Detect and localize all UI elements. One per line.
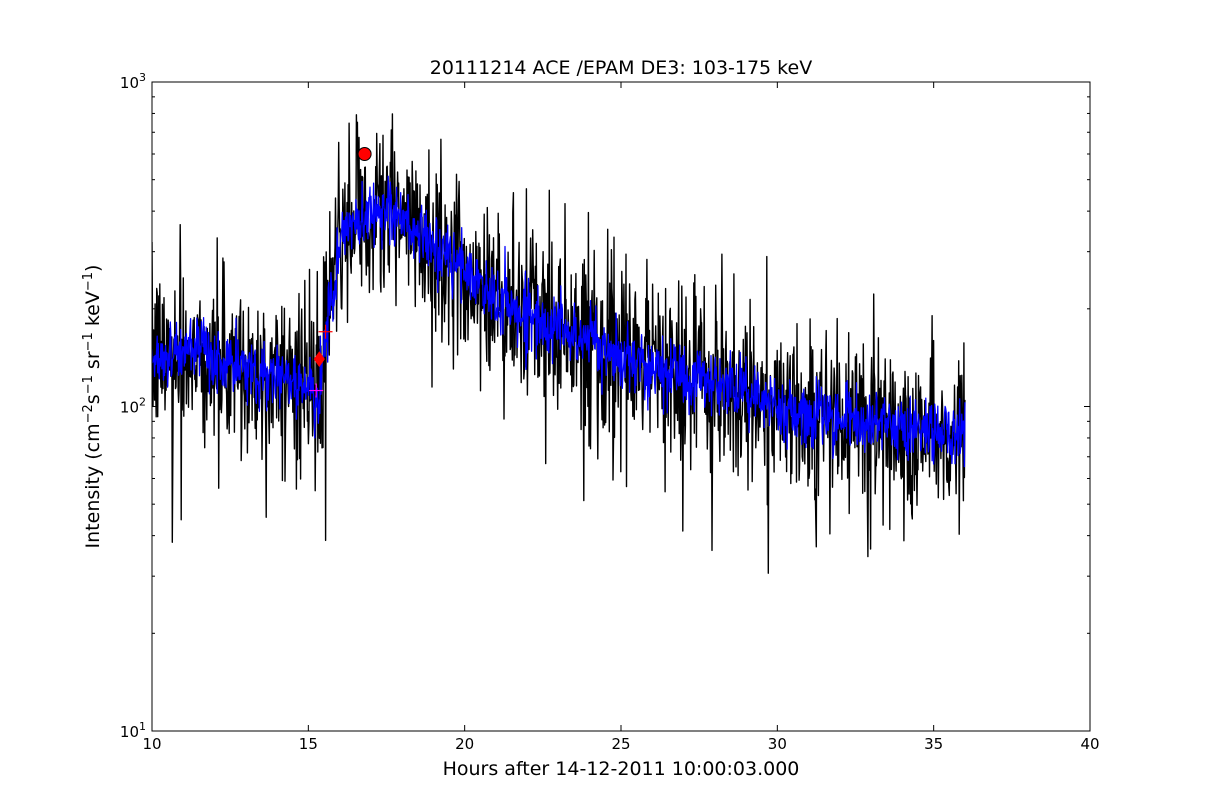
marker-layer bbox=[309, 146, 372, 398]
y-axis-label-part: −1 bbox=[81, 272, 96, 291]
x-tick-label: 15 bbox=[299, 735, 318, 753]
y-axis-label-part: −1 bbox=[81, 332, 96, 351]
y-axis-label-part: s bbox=[82, 394, 104, 404]
x-tick-label: 30 bbox=[768, 735, 787, 753]
y-tick-exp: 3 bbox=[139, 71, 146, 84]
chart-title: 20111214 ACE /EPAM DE3: 103-175 keV bbox=[430, 57, 812, 79]
x-tick-label: 20 bbox=[455, 735, 474, 753]
marker-plus bbox=[309, 383, 324, 398]
y-tick-label: 102 bbox=[120, 396, 146, 417]
y-tick-base: 10 bbox=[120, 399, 139, 417]
marker-plus bbox=[318, 324, 333, 339]
marker-diamond bbox=[313, 351, 325, 367]
y-axis-label: Intensity (cm−2s−1 sr−1 keV−1) bbox=[81, 265, 105, 549]
marker-circle bbox=[357, 146, 372, 161]
y-axis-label-part: Intensity (cm bbox=[82, 423, 104, 548]
y-tick-label: 101 bbox=[120, 720, 146, 741]
series-line-raw bbox=[152, 113, 966, 574]
y-axis-label-part: ) bbox=[82, 265, 104, 272]
x-tick-label: 35 bbox=[924, 735, 943, 753]
y-axis-label-part: −1 bbox=[81, 375, 96, 394]
y-tick-exp: 2 bbox=[139, 396, 146, 409]
y-tick-exp: 1 bbox=[139, 720, 146, 733]
series-layer bbox=[152, 113, 966, 574]
y-axis-label-part: sr bbox=[82, 351, 104, 375]
series-line-smoothed bbox=[152, 175, 966, 468]
x-axis-label: Hours after 14-12-2011 10:00:03.000 bbox=[443, 758, 800, 780]
x-tick-label: 40 bbox=[1080, 735, 1099, 753]
y-axis-label-part: −2 bbox=[81, 404, 96, 423]
y-tick-label: 103 bbox=[120, 71, 146, 92]
x-tick-label: 10 bbox=[142, 735, 161, 753]
y-tick-base: 10 bbox=[120, 723, 139, 741]
y-tick-base: 10 bbox=[120, 74, 139, 92]
y-axis-label-part: keV bbox=[82, 291, 104, 332]
x-tick-label: 25 bbox=[611, 735, 630, 753]
